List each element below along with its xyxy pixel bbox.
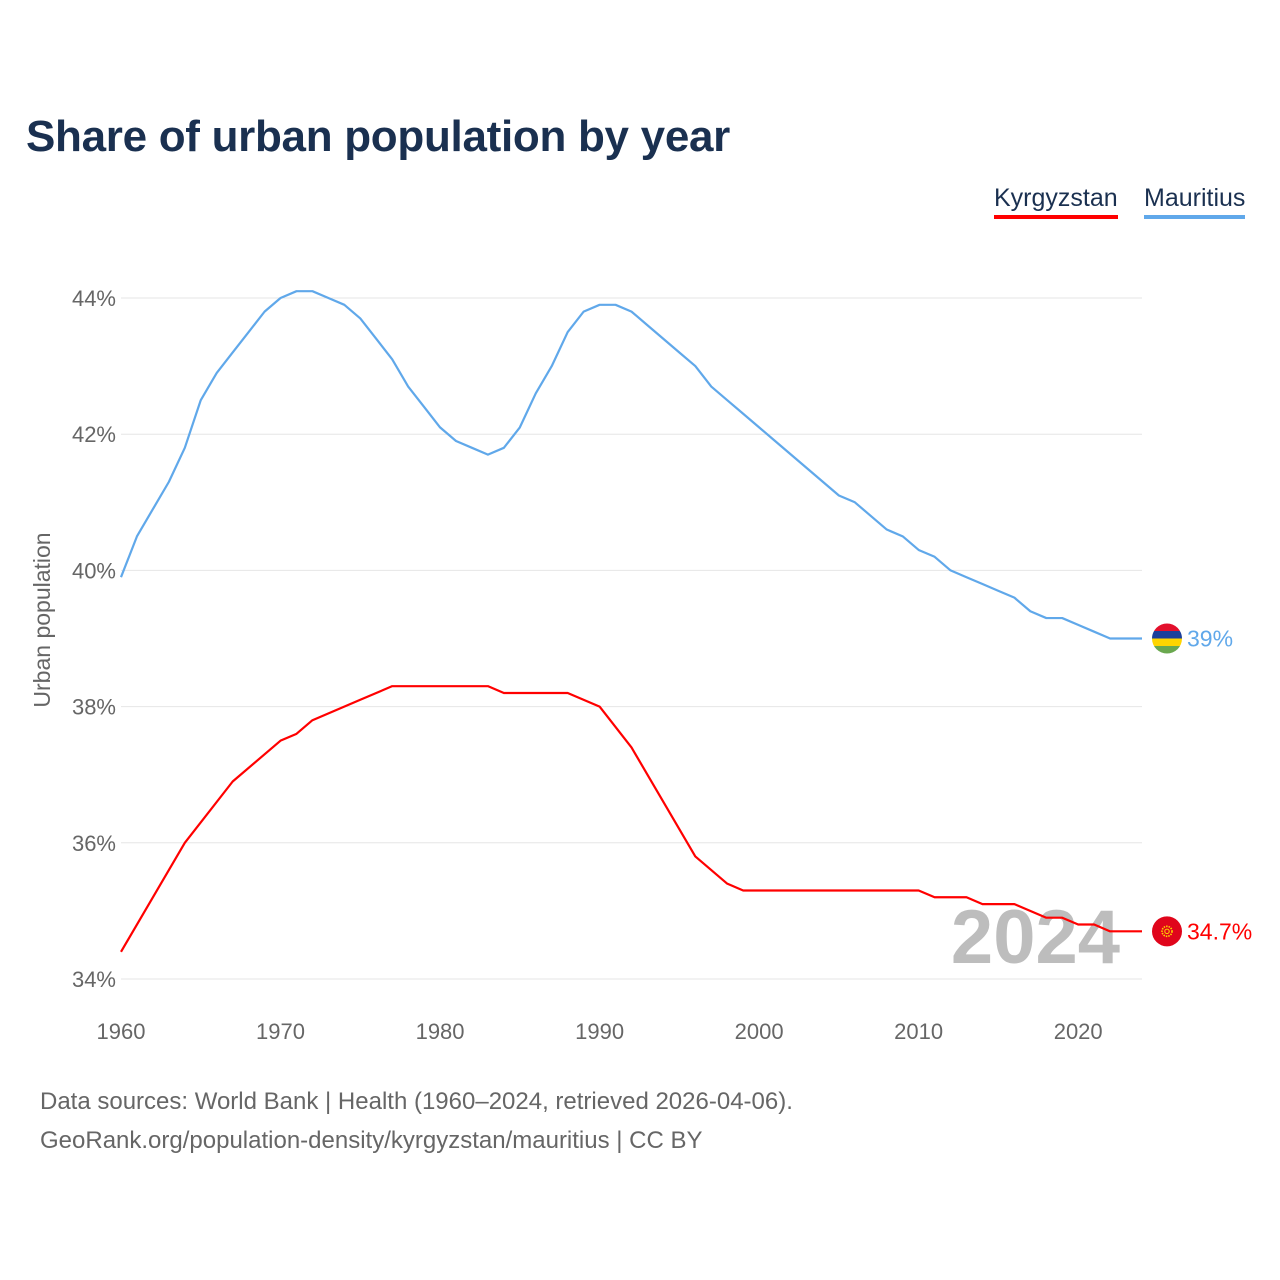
y-axis-label: Urban population [29, 532, 55, 707]
y-tick-label: 40% [72, 558, 116, 583]
flag-stripe [1152, 638, 1182, 647]
legend-item-kyrgyzstan[interactable]: Kyrgyzstan [994, 184, 1118, 219]
series-line-mauritius [119, 290, 1142, 640]
x-tick-label: 1980 [416, 1019, 465, 1044]
x-tick-label: 2010 [894, 1019, 943, 1044]
flag-sun [1161, 925, 1173, 938]
x-axis-ticks: 1960 1970 1980 1990 2000 2010 2020 [97, 1019, 1103, 1044]
y-tick-label: 38% [72, 695, 116, 720]
series-end-markers: 34.7% 39% [1152, 623, 1252, 947]
flag-tunduk [1164, 928, 1170, 935]
mauritius-flag-icon [1152, 623, 1182, 654]
kyrgyzstan-flag-icon [1152, 916, 1182, 947]
y-tick-label: 42% [72, 422, 116, 447]
y-tick-label: 44% [72, 286, 116, 311]
x-tick-label: 2000 [735, 1019, 784, 1044]
year-watermark: 2024 [951, 895, 1120, 980]
end-value-label-mauritius: 39% [1187, 626, 1233, 652]
chart-title: Share of urban population by year [26, 112, 730, 161]
x-tick-label: 1990 [575, 1019, 624, 1044]
y-tick-label: 34% [72, 967, 116, 992]
flag-stripe [1152, 623, 1182, 632]
x-tick-label: 1970 [256, 1019, 305, 1044]
flag-stripe [1152, 631, 1182, 639]
x-tick-label: 1960 [97, 1019, 146, 1044]
y-axis-ticks: 34% 36% 38% 40% 42% 44% [72, 286, 116, 992]
legend-item-mauritius[interactable]: Mauritius [1144, 184, 1246, 219]
credit-link[interactable]: GeoRank.org/population-density/kyrgyzsta… [40, 1127, 703, 1154]
flag-stripe [1152, 646, 1182, 654]
source-note: Data sources: World Bank | Health (1960–… [40, 1088, 793, 1115]
gridlines [121, 297, 1142, 980]
y-tick-label: 36% [72, 831, 116, 856]
series-line-kyrgyzstan [120, 685, 1142, 953]
x-tick-label: 2020 [1054, 1019, 1103, 1044]
flag-field [1152, 916, 1182, 947]
series-lines [119, 290, 1142, 953]
end-value-label-kyrgyzstan: 34.7% [1187, 918, 1252, 944]
